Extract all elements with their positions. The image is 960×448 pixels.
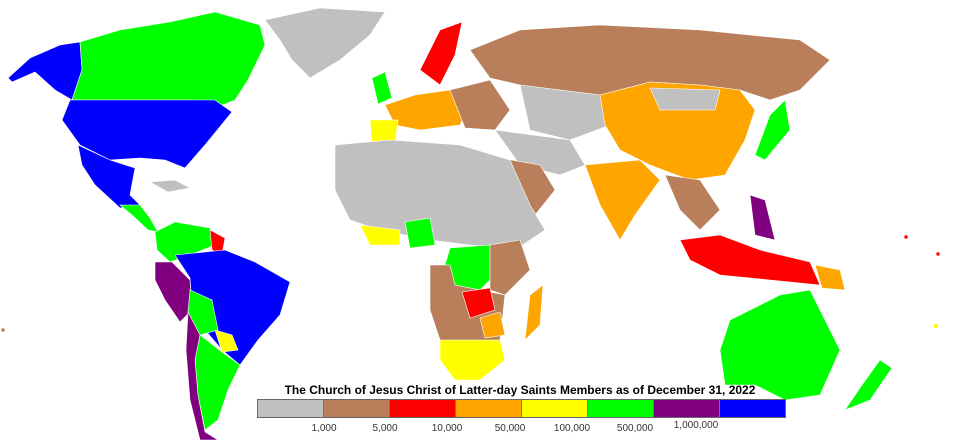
legend-tick: 100,000	[553, 423, 591, 434]
legend-swatch	[587, 400, 653, 417]
legend-title: The Church of Jesus Christ of Latter-day…	[284, 383, 756, 397]
region-usa	[61, 99, 233, 169]
legend-swatch	[389, 400, 455, 417]
region-alaska	[7, 41, 83, 101]
region-zimbabwe	[479, 311, 506, 339]
region-east-africa	[489, 239, 531, 296]
region-southeast-asia	[664, 174, 721, 231]
legend-swatch	[521, 400, 587, 417]
region-philippines	[749, 194, 776, 241]
legend-tick: 1,000,000	[673, 420, 719, 431]
region-china	[599, 81, 756, 181]
region-chile	[185, 310, 220, 441]
region-new-zealand	[844, 359, 893, 411]
region-australia	[719, 289, 841, 401]
region-caribbean	[148, 179, 191, 193]
legend-tick: 500,000	[616, 423, 654, 434]
region-scandinavia	[419, 21, 463, 86]
legend-swatch	[323, 400, 389, 417]
legend-tick: 5,000	[372, 423, 398, 434]
region-india	[584, 159, 661, 241]
region-uk	[371, 71, 393, 105]
region-central-asia	[519, 84, 611, 141]
region-pacific-island	[933, 323, 939, 329]
legend-swatch	[719, 400, 785, 417]
region-west-africa-coast	[359, 224, 401, 246]
region-pacific-island	[0, 327, 6, 333]
region-paraguay	[214, 329, 239, 353]
region-madagascar	[524, 284, 544, 341]
region-nigeria	[404, 217, 436, 249]
legend-swatch	[653, 400, 719, 417]
region-middle-east	[494, 129, 586, 176]
region-eastern-europe	[449, 79, 511, 131]
region-south-africa	[439, 339, 506, 381]
region-mongolia	[649, 87, 721, 111]
region-peru	[154, 261, 193, 323]
legend: The Church of Jesus Christ of Latter-day…	[250, 383, 790, 434]
legend-swatch	[258, 400, 323, 417]
region-central-america	[119, 204, 159, 233]
region-pacific-island	[903, 234, 909, 240]
region-greenland	[264, 7, 386, 79]
legend-tick: 50,000	[494, 423, 526, 434]
region-colombia-venezuela	[154, 221, 216, 263]
legend-swatch	[455, 400, 521, 417]
region-indonesia	[679, 234, 821, 286]
legend-color-bar	[257, 399, 786, 418]
legend-tick: 10,000	[431, 423, 463, 434]
region-pacific-island	[935, 251, 941, 257]
region-zambia	[461, 287, 496, 319]
region-japan	[754, 99, 791, 161]
region-papua-new-guinea	[814, 264, 846, 291]
region-bolivia	[187, 289, 219, 336]
legend-tick: 1,000	[311, 423, 337, 434]
region-canada	[71, 11, 266, 109]
